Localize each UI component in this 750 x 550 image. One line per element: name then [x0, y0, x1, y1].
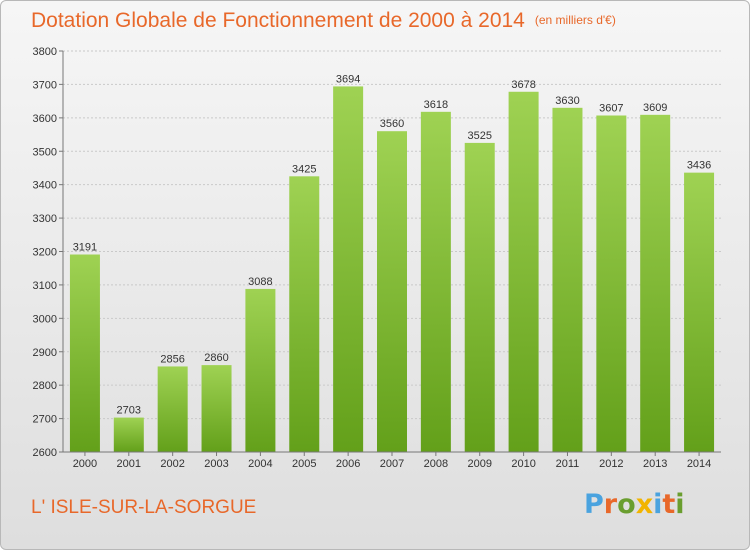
value-label-2009: 3525 — [467, 130, 491, 142]
bar-2013 — [640, 114, 671, 452]
y-tick-label: 3000 — [33, 313, 57, 325]
logo-letter: i — [675, 489, 685, 520]
value-label-2014: 3436 — [687, 160, 711, 172]
value-label-2001: 2703 — [117, 405, 141, 417]
bar-2014 — [684, 172, 715, 453]
value-label-2012: 3607 — [599, 102, 623, 114]
bars-group — [69, 86, 715, 453]
x-tick-label-2013: 2013 — [643, 458, 667, 470]
labels-group: 3191 2000 2703 2001 2856 2002 2860 2003 3088 2004… — [73, 73, 712, 470]
x-tick-label-2001: 2001 — [117, 458, 141, 470]
x-tick-label-2009: 2009 — [467, 458, 491, 470]
y-tick-label: 2900 — [33, 347, 57, 359]
bar-2011 — [552, 107, 583, 452]
bar-2008 — [420, 111, 451, 453]
x-tick-label-2007: 2007 — [380, 458, 404, 470]
y-tick-label: 3500 — [33, 146, 57, 158]
y-tick-label: 3100 — [33, 280, 57, 292]
value-label-2010: 3678 — [511, 79, 535, 91]
x-tick-label-2012: 2012 — [599, 458, 623, 470]
logo-letter: o — [617, 489, 636, 520]
y-tick-label: 3400 — [33, 180, 57, 192]
logo-letter: t — [662, 489, 676, 520]
x-tick-label-2010: 2010 — [511, 458, 535, 470]
logo-letter: P — [584, 489, 604, 520]
value-label-2011: 3630 — [555, 95, 579, 107]
y-tick-label: 3300 — [33, 213, 57, 225]
x-tick-label-2002: 2002 — [160, 458, 184, 470]
axes: 2600 2700 2800 2900 3000 3100 3200 3300 3400 3500… — [33, 46, 721, 459]
value-label-2002: 2856 — [160, 353, 184, 365]
bar-2006 — [333, 86, 364, 453]
value-label-2008: 3618 — [424, 99, 448, 111]
x-tick-label-2005: 2005 — [292, 458, 316, 470]
bar-2001 — [113, 417, 144, 452]
value-label-2000: 3191 — [73, 242, 97, 254]
bar-2004 — [245, 288, 276, 452]
bar-2010 — [508, 91, 539, 452]
chart-title-text: Dotation Globale de Fonctionnement de 20… — [31, 9, 525, 32]
logo-letter: i — [653, 489, 663, 520]
y-tick-label: 3800 — [33, 46, 57, 58]
bar-2005 — [289, 176, 320, 452]
value-label-2006: 3694 — [336, 73, 360, 85]
x-tick-label-2006: 2006 — [336, 458, 360, 470]
y-tick-label: 3600 — [33, 113, 57, 125]
y-tick-label: 3200 — [33, 247, 57, 259]
location-name: L' ISLE-SUR-LA-SORGUE — [31, 497, 257, 518]
bar-2007 — [377, 131, 407, 452]
logo-letter: r — [603, 489, 618, 520]
y-tick-label: 2800 — [33, 380, 57, 392]
bar-2003 — [201, 365, 232, 452]
x-tick-label-2003: 2003 — [204, 458, 228, 470]
y-tick-label: 2600 — [33, 447, 57, 459]
proxiti-logo: Proxiti — [584, 489, 685, 520]
bar-2009 — [464, 142, 495, 453]
value-label-2003: 2860 — [204, 352, 228, 364]
value-label-2007: 3560 — [380, 118, 404, 130]
x-tick-label-2000: 2000 — [73, 458, 97, 470]
x-tick-label-2011: 2011 — [556, 458, 580, 470]
chart-subtitle: (en milliers d'€) — [534, 13, 616, 27]
bar-2002 — [157, 366, 188, 452]
y-tick-label: 2700 — [33, 414, 57, 426]
value-label-2013: 3609 — [643, 102, 667, 114]
x-tick-label-2014: 2014 — [687, 458, 711, 470]
x-tick-label-2008: 2008 — [424, 458, 448, 470]
value-label-2004: 3088 — [248, 276, 272, 288]
bar-2012 — [596, 115, 627, 452]
logo-letter: x — [635, 489, 654, 520]
chart-title: Dotation Globale de Fonctionnement de 20… — [31, 9, 616, 33]
bar-2000 — [69, 254, 100, 452]
y-tick-label: 3700 — [33, 79, 57, 91]
x-tick-label-2004: 2004 — [248, 458, 272, 470]
value-label-2005: 3425 — [292, 163, 316, 175]
